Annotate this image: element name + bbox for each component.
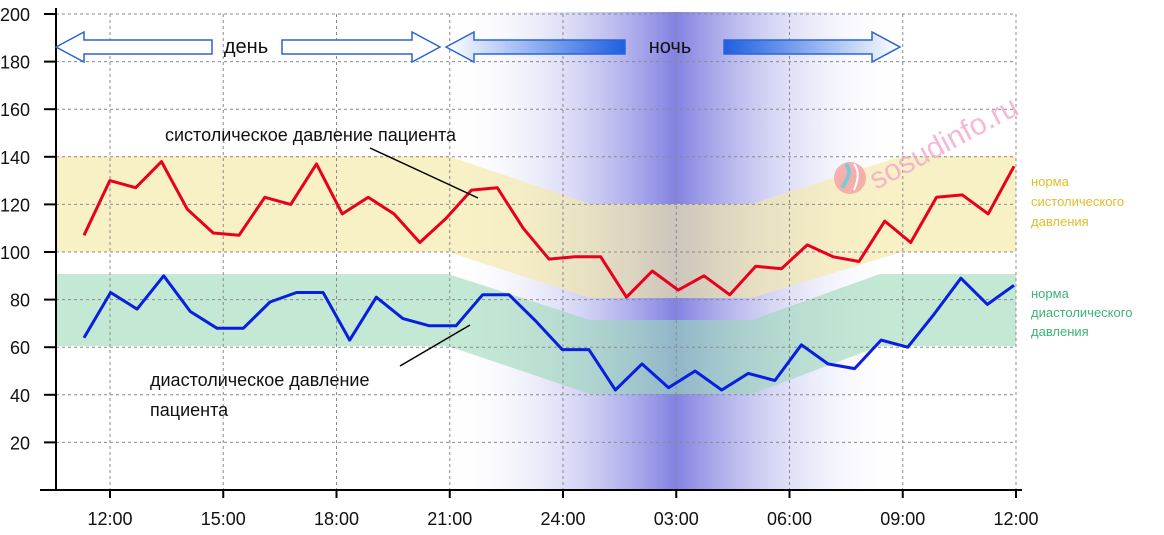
systolic-norm-legend-2: систолического: [1031, 194, 1124, 209]
grid: [56, 13, 1017, 490]
y-tick-label: 160: [0, 100, 30, 120]
x-tick-label: 24:00: [540, 509, 585, 529]
x-tick-label: 12:00: [87, 509, 132, 529]
day-arrow: [54, 30, 442, 64]
axes: [40, 8, 1022, 498]
x-tick-labels: 12:00 15:00 18:00 21:00 24:00 03:00 06:00 09:00…: [87, 509, 1038, 529]
y-tick-label: 60: [10, 338, 30, 358]
systolic-line: [82, 160, 1016, 299]
y-tick-label: 40: [10, 386, 30, 406]
x-tick-label: 03:00: [654, 509, 699, 529]
series-lines: [82, 160, 1016, 392]
y-tick-label: 120: [0, 195, 30, 215]
day-label: день: [224, 36, 268, 58]
y-tick-label: 20: [10, 433, 30, 453]
diastolic-norm-legend: норма диастолического давления: [1031, 286, 1132, 339]
diastolic-norm-legend-2: диастолического: [1031, 305, 1132, 320]
systolic-norm-legend-1: норма: [1031, 174, 1070, 189]
y-tick-label: 80: [10, 291, 30, 311]
watermark-logo: [834, 162, 866, 194]
y-tick-label: 180: [0, 53, 30, 73]
systolic-annotation: систолическое давление пациента: [165, 125, 457, 145]
y-tick-label: 200: [0, 5, 30, 25]
y-tick-labels: 20 40 60 80 100 120 140 160 180 200: [0, 5, 30, 453]
y-tick-label: 140: [0, 148, 30, 168]
night-label: ночь: [649, 36, 692, 58]
y-tick-label: 100: [0, 243, 30, 263]
x-tick-label: 09:00: [880, 509, 925, 529]
diastolic-annotation-line1: диастолическое давление: [150, 370, 369, 390]
x-tick-label: 18:00: [314, 509, 359, 529]
diastolic-annotation-line2: пациента: [150, 400, 229, 420]
x-tick-label: 21:00: [427, 509, 472, 529]
systolic-norm-band: [56, 156, 1016, 298]
x-tick-label: 06:00: [767, 509, 812, 529]
night-arrow: [444, 30, 902, 64]
diastolic-norm-legend-1: норма: [1031, 286, 1070, 301]
diastolic-line: [82, 274, 1015, 392]
diastolic-norm-band: [56, 274, 1016, 394]
x-tick-label: 12:00: [993, 509, 1038, 529]
systolic-norm-legend: норма систолического давления: [1031, 174, 1124, 229]
diastolic-norm-legend-3: давления: [1031, 324, 1089, 339]
systolic-norm-legend-3: давления: [1031, 214, 1089, 229]
diastolic-pointer: [399, 324, 471, 367]
systolic-pointer: [369, 147, 479, 199]
x-tick-label: 15:00: [201, 509, 246, 529]
